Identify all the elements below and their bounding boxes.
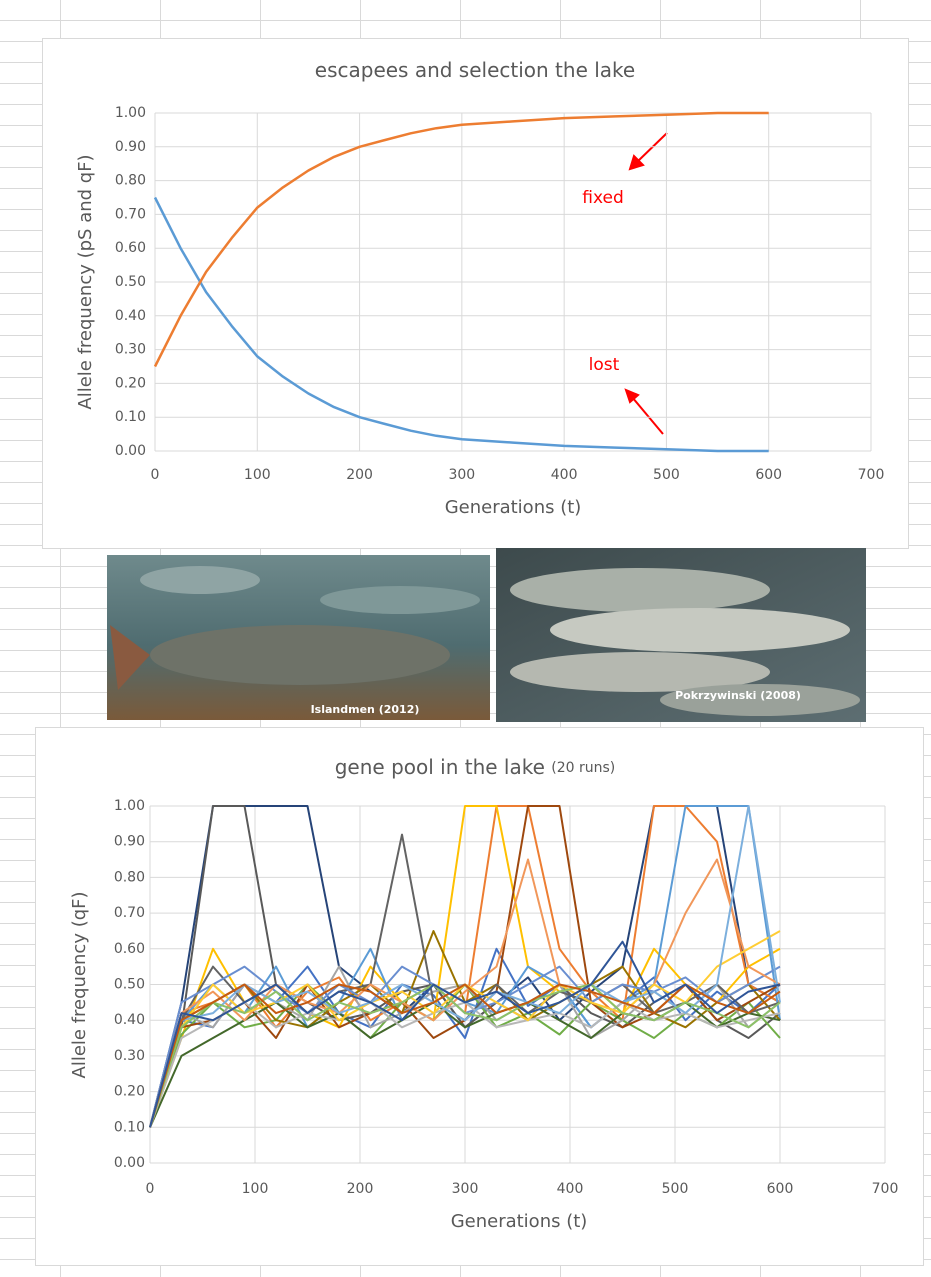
y-tick-label: 0.60 [114,941,145,957]
series-line [149,805,781,1128]
photo-caption: Pokrzywinski (2008) [675,689,801,702]
x-tick-label: 100 [244,467,271,483]
y-tick-label: 0.80 [114,869,145,885]
y-tick-label: 0.10 [115,409,146,425]
photo: Pokrzywinski (2008) [496,548,866,722]
y-tick-label: 0.00 [114,1155,145,1171]
y-tick-label: 0.90 [114,834,145,850]
y-tick-label: 0.70 [114,905,145,921]
chart-title-text: escapees and selection the lake [315,58,635,82]
x-tick-label: 200 [346,467,373,483]
y-tick-label: 0.40 [114,1012,145,1028]
y-tick-label: 0.70 [115,206,146,222]
x-tick-label: 300 [452,1181,479,1197]
series-line [149,858,781,1128]
x-tick-label: 600 [767,1181,794,1197]
x-axis-label: Generations (t) [451,1211,588,1232]
chart-title-note: (20 runs) [551,760,615,776]
y-tick-label: 0.60 [115,240,146,256]
x-tick-label: 400 [551,467,578,483]
y-tick-label: 0.10 [114,1119,145,1135]
annotation: lost [589,355,620,375]
y-axis-label: Allele frequency (qF) [69,891,90,1078]
y-tick-label: 0.00 [115,443,146,459]
x-tick-label: 500 [662,1181,689,1197]
x-tick-label: 100 [242,1181,269,1197]
series-line [153,196,769,453]
x-tick-label: 0 [146,1181,155,1197]
chart-title: escapees and selection the lake [315,58,635,82]
y-tick-label: 0.40 [115,308,146,324]
photo: Islandmen (2012) [107,555,490,720]
y-tick-label: 0.50 [115,274,146,290]
y-tick-label: 0.20 [115,375,146,391]
photo-caption: Islandmen (2012) [311,703,420,716]
y-tick-label: 0.90 [115,139,146,155]
series-line [149,940,781,1128]
chart-title-text: gene pool in the lake [335,755,545,779]
x-tick-label: 500 [653,467,680,483]
annotation: fixed [582,188,624,208]
series-line [149,983,781,1128]
y-tick-label: 0.80 [115,173,146,189]
series-line [153,111,769,368]
x-tick-label: 400 [557,1181,584,1197]
x-tick-label: 700 [858,467,885,483]
y-tick-label: 0.20 [114,1084,145,1100]
y-tick-label: 1.00 [115,105,146,121]
x-axis-label: Generations (t) [445,497,582,518]
x-tick-label: 200 [347,1181,374,1197]
y-tick-label: 1.00 [114,798,145,814]
series-line [149,983,781,1128]
x-tick-label: 700 [872,1181,899,1197]
y-tick-label: 0.30 [114,1048,145,1064]
y-axis-label: Allele frequency (pS and qF) [75,154,96,409]
y-tick-label: 0.50 [114,977,145,993]
x-tick-label: 300 [448,467,475,483]
arrows [624,132,668,435]
chart-title: gene pool in the lake (20 runs) [335,755,616,779]
y-tick-label: 0.30 [115,342,146,358]
x-tick-label: 0 [151,467,160,483]
x-tick-label: 600 [755,467,782,483]
